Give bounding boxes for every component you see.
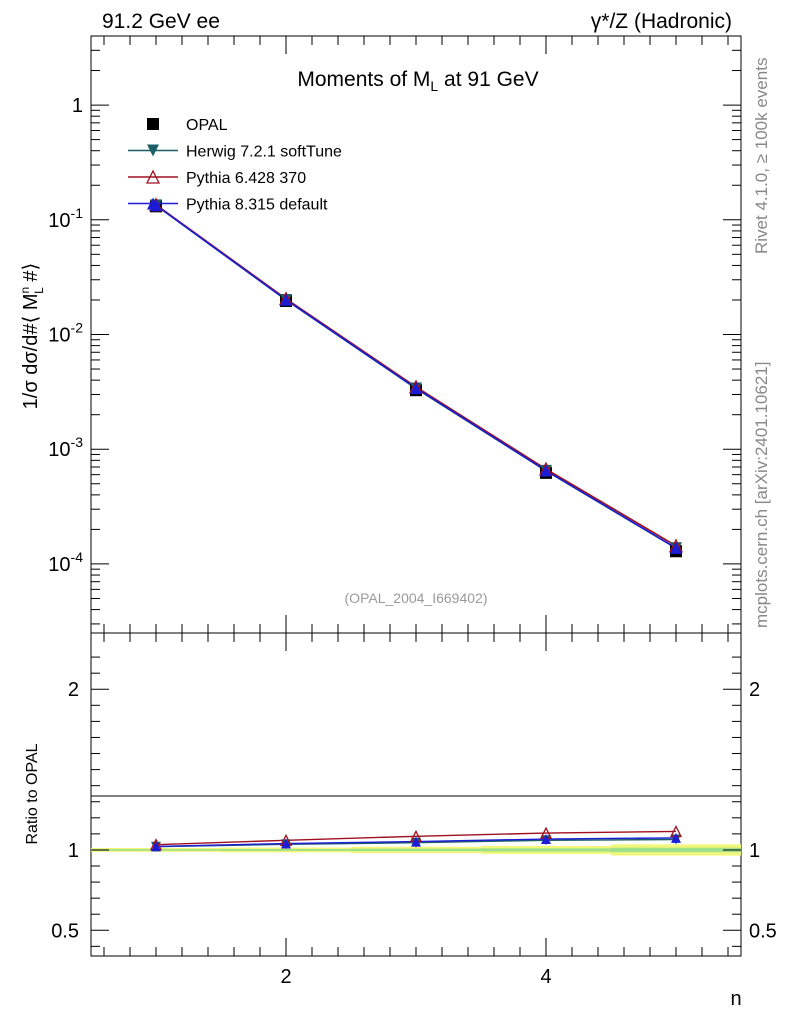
- legend-marker: [147, 118, 159, 130]
- ratio-y-axis-label: Ratio to OPAL: [24, 743, 41, 844]
- x-tick-label: 4: [540, 966, 551, 988]
- legend-marker: [147, 144, 159, 157]
- series-point-2: [670, 541, 682, 554]
- ratio-point-2: [541, 834, 551, 845]
- header-left: 91.2 GeV ee: [102, 10, 220, 33]
- ratio-band-green: [221, 848, 351, 851]
- ratio-point-2: [671, 832, 681, 843]
- y-tick-label: 10-2: [48, 320, 83, 347]
- ratio-point-2: [151, 841, 161, 852]
- ratio-tick-label: 1: [68, 840, 79, 862]
- ratio-panel: 0.5 0.5 1 1 2 2 2 4 Ratio to OPAL n: [24, 632, 777, 1010]
- x-axis-label: n: [730, 988, 741, 1010]
- header-right: γ*/Z (Hadronic): [591, 10, 732, 33]
- rivet-version-label: Rivet 4.1.0, ≥ 100k events: [752, 57, 771, 254]
- plot-title: Moments of ML at 91 GeV: [297, 68, 538, 94]
- main-panel: 1 10-1 10-2 10-3 10-4 Moments of ML at 91 Ge…: [18, 35, 742, 634]
- series-line-0: [155, 204, 677, 549]
- legend-label: Herwig 7.2.1 softTune: [186, 144, 342, 161]
- mcplots-label: mcplots.cern.ch [arXiv:2401.10621]: [752, 361, 771, 628]
- ratio-tick-label-right: 2: [749, 679, 760, 701]
- series-line-2: [155, 204, 677, 549]
- legend-marker: [147, 197, 159, 210]
- series-line-1: [155, 204, 677, 547]
- legend-label: Pythia 8.315 default: [186, 197, 328, 214]
- series-point-2: [280, 293, 292, 306]
- ratio-tick-label: 0.5: [51, 920, 79, 942]
- ratio-band-green: [481, 848, 611, 852]
- legend-label: OPAL: [186, 117, 228, 134]
- legend-marker: [145, 169, 161, 184]
- y-tick-label: 1: [72, 95, 83, 117]
- svg-text:1/σ dσ/d#⟨ MnL #⟩: 1/σ dσ/d#⟨ MnL #⟩: [18, 263, 46, 410]
- y-tick-label: 10-3: [48, 434, 83, 461]
- ratio-point-2: [411, 836, 421, 847]
- ratio-line-1: [155, 830, 677, 846]
- ratio-point-2: [281, 838, 291, 849]
- ratio-plot-frame: [90, 632, 742, 957]
- ratio-tick-label: 2: [68, 679, 79, 701]
- series-point-2: [540, 464, 552, 477]
- ratio-band-green: [351, 848, 481, 852]
- y-axis-label: 1/σ dσ/d#⟨ MnL #⟩: [18, 263, 46, 410]
- analysis-tag: (OPAL_2004_I669402): [345, 590, 488, 606]
- legend: OPAL Herwig 7.2.1 softTune Pythia 6.428 37…: [128, 117, 342, 214]
- ratio-tick-label-right: 1: [749, 840, 760, 862]
- x-tick-label: 2: [280, 966, 291, 988]
- legend-label: Pythia 6.428 370: [186, 170, 306, 187]
- ratio-tick-label-right: 0.5: [749, 920, 777, 942]
- y-tick-label: 10-4: [48, 549, 83, 576]
- ratio-band-green: [611, 847, 741, 853]
- series-point-2: [410, 382, 422, 395]
- y-tick-label: 10-1: [48, 205, 83, 232]
